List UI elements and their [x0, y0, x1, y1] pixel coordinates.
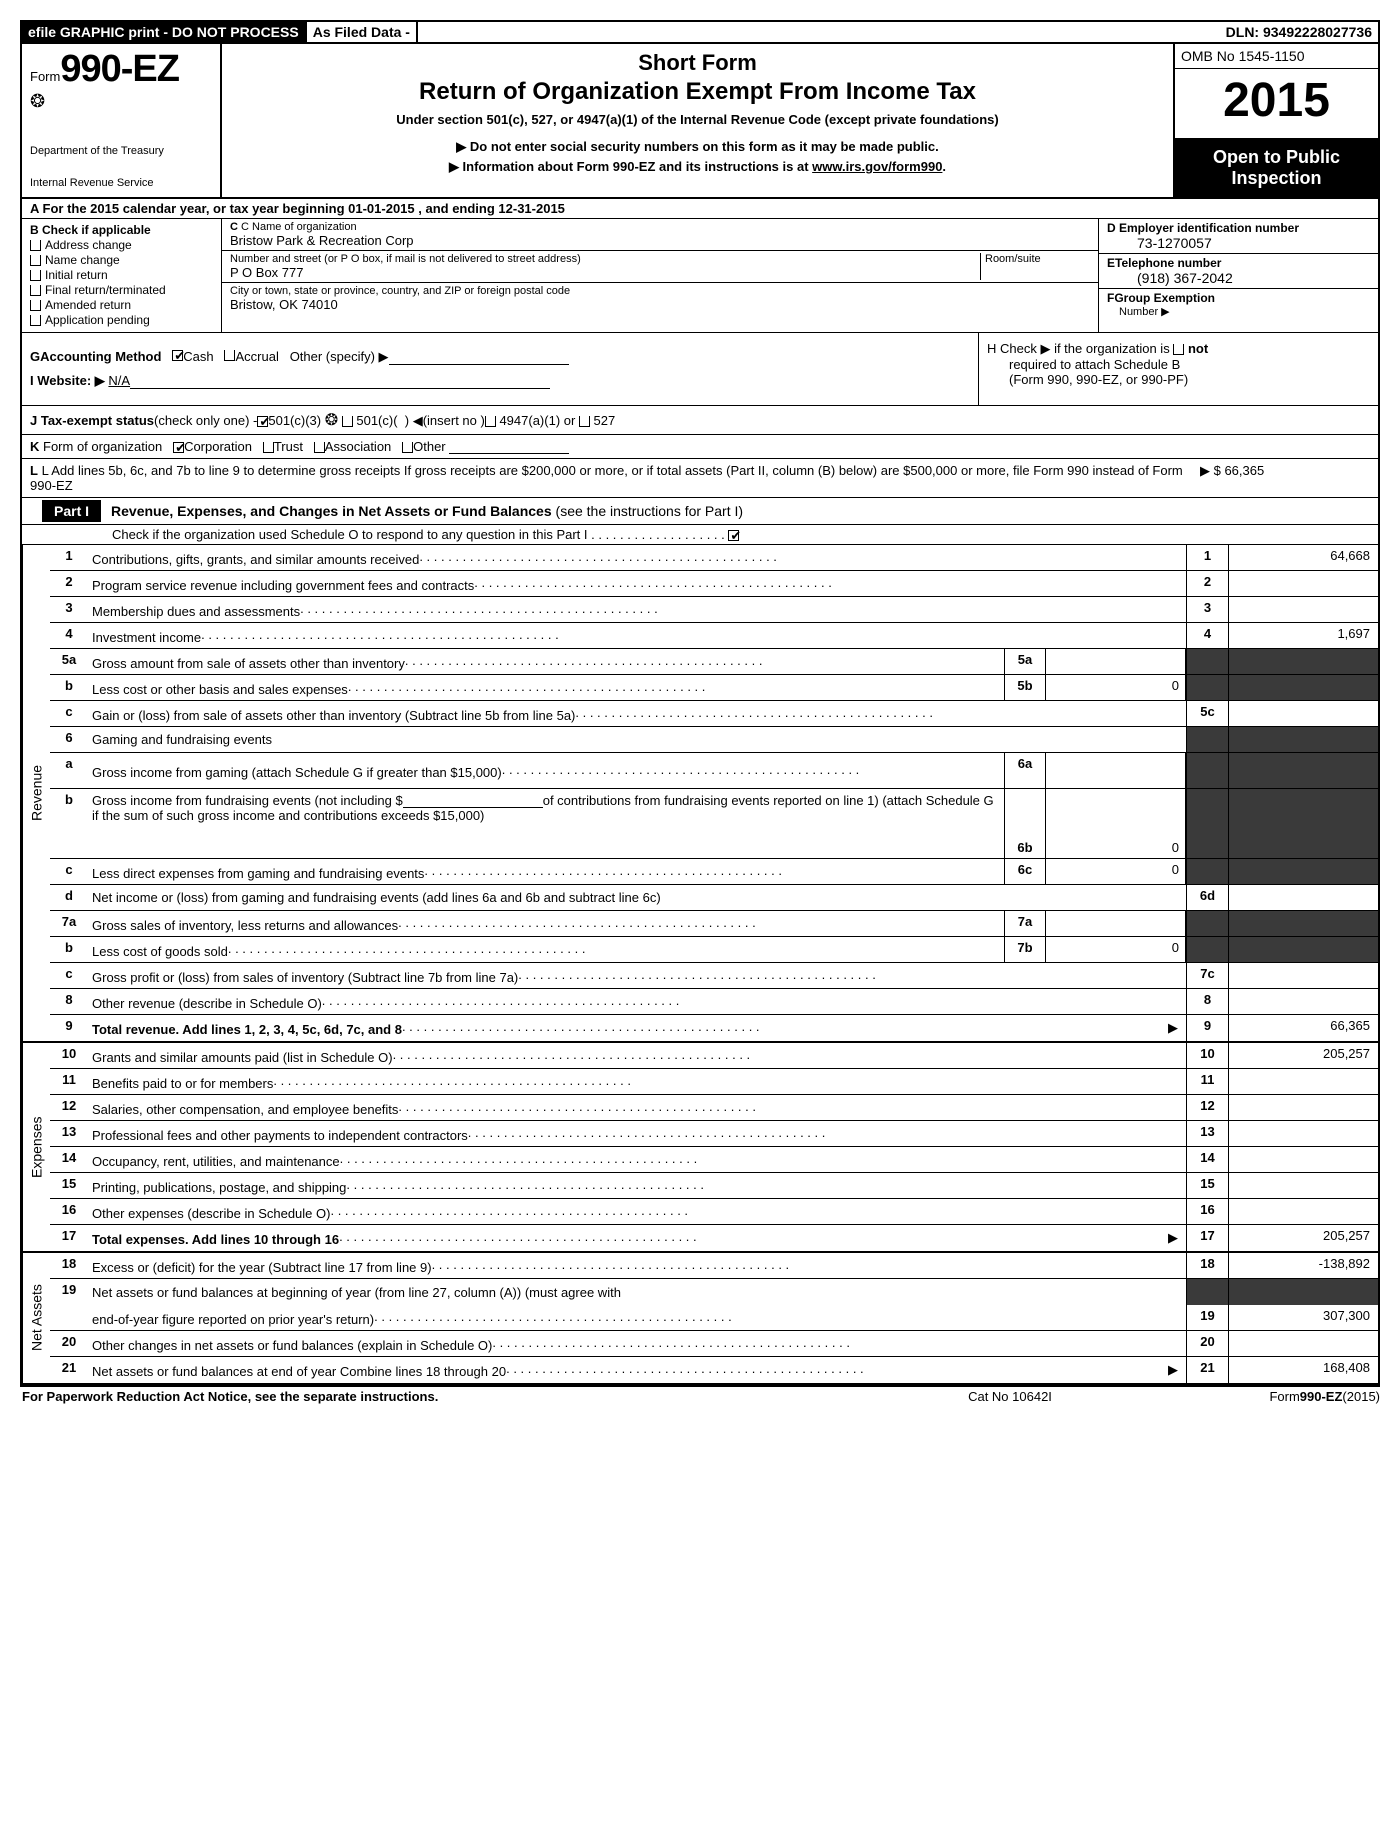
open-line1: Open to Public — [1179, 147, 1374, 168]
under-section: Under section 501(c), 527, or 4947(a)(1)… — [396, 112, 998, 127]
chk-trust[interactable] — [263, 442, 274, 453]
expenses-side-label: Expenses — [22, 1043, 50, 1251]
row-l-text: L L Add lines 5b, 6c, and 7b to line 9 t… — [30, 463, 1190, 493]
lbl-initial-return: Initial return — [45, 268, 108, 282]
efile-label: efile GRAPHIC print - DO NOT PROCESS — [22, 22, 305, 42]
part-1-header: Part I Revenue, Expenses, and Changes in… — [22, 498, 1378, 525]
group-ex-label2: Number ▶ — [1107, 305, 1370, 318]
arrow-line-1: ▶ Do not enter social security numbers o… — [456, 139, 938, 155]
netassets-side-label: Net Assets — [22, 1253, 50, 1383]
tax-year: 2015 — [1175, 69, 1378, 139]
asfiled-label: As Filed Data - — [305, 22, 418, 42]
paperwork-notice: For Paperwork Reduction Act Notice, see … — [20, 1389, 860, 1404]
phone-value: (918) 367-2042 — [1107, 270, 1370, 286]
city-value: Bristow, OK 74010 — [230, 297, 1090, 312]
dept-irs: Internal Revenue Service — [30, 177, 212, 189]
city-label: City or town, state or province, country… — [230, 285, 1090, 297]
chk-amended[interactable] — [30, 300, 41, 311]
row-j-tax-exempt: J Tax-exempt status(check only one) -✔50… — [22, 406, 1378, 435]
netassets-section: Net Assets 18Excess or (deficit) for the… — [22, 1253, 1378, 1385]
header-right: OMB No 1545-1150 2015 Open to Public Ins… — [1173, 44, 1378, 197]
chk-initial-return[interactable] — [30, 270, 41, 281]
revenue-lines: 1Contributions, gifts, grants, and simil… — [50, 545, 1378, 1041]
lbl-address-change: Address change — [45, 238, 132, 252]
short-form-label: Short Form — [638, 50, 757, 76]
street-value: P O Box 777 — [230, 265, 980, 280]
chk-sched-o[interactable]: ✔ — [728, 530, 739, 541]
netassets-lines: 18Excess or (deficit) for the year (Subt… — [50, 1253, 1378, 1383]
street-label: Number and street (or P O box, if mail i… — [230, 253, 980, 265]
gh-row: GAccounting Method ✔Cash Accrual Other (… — [22, 333, 1378, 406]
chk-final-return[interactable] — [30, 285, 41, 296]
chk-corp[interactable]: ✔ — [173, 442, 184, 453]
form-990ez: efile GRAPHIC print - DO NOT PROCESS As … — [20, 20, 1380, 1387]
row-k-form-org: K Form of organization ✔Corporation Trus… — [22, 435, 1378, 459]
lbl-pending: Application pending — [45, 313, 150, 327]
part-1-label: Part I — [42, 500, 101, 522]
top-bar: efile GRAPHIC print - DO NOT PROCESS As … — [22, 22, 1378, 44]
group-ex-label: FGroup Exemption — [1107, 291, 1370, 305]
chk-4947[interactable] — [485, 416, 496, 427]
form-word: Form — [30, 69, 60, 84]
col-c-org-info: C C Name of organization Bristow Park & … — [222, 219, 1098, 332]
gh-right-schedule-b: H Check ▶ if the organization is not req… — [978, 333, 1378, 405]
footer-row: For Paperwork Reduction Act Notice, see … — [20, 1387, 1380, 1406]
chk-address-change[interactable] — [30, 240, 41, 251]
phone-label: ETelephone number — [1107, 256, 1370, 270]
revenue-side-label: Revenue — [22, 545, 50, 1041]
chk-assoc[interactable] — [314, 442, 325, 453]
org-name-label: C C Name of organization — [230, 221, 1090, 233]
col-b-header: B Check if applicable — [30, 223, 213, 237]
arrow2-pre: ▶ Information about Form 990-EZ and its … — [449, 159, 812, 174]
form-ref: Form990-EZ(2015) — [1160, 1389, 1380, 1404]
omb-number: OMB No 1545-1150 — [1175, 44, 1378, 69]
row-l-gross-receipts: L L Add lines 5b, 6c, and 7b to line 9 t… — [22, 459, 1378, 498]
row-a-tax-year: A For the 2015 calendar year, or tax yea… — [22, 199, 1378, 219]
chk-527[interactable] — [579, 416, 590, 427]
bcdef-row: B Check if applicable Address change Nam… — [22, 219, 1378, 333]
header-center: Short Form Return of Organization Exempt… — [222, 44, 1173, 197]
accounting-method: GAccounting Method ✔Cash Accrual Other (… — [30, 349, 970, 365]
return-title: Return of Organization Exempt From Incom… — [419, 78, 976, 106]
revenue-section: Revenue 1Contributions, gifts, grants, a… — [22, 545, 1378, 1043]
topbar-spacer — [418, 22, 1220, 42]
lbl-final-return: Final return/terminated — [45, 283, 166, 297]
col-de: D Employer identification number 73-1270… — [1098, 219, 1378, 332]
dln-label: DLN: 93492228027736 — [1220, 22, 1378, 42]
sched-o-check-line: Check if the organization used Schedule … — [22, 525, 1378, 545]
lbl-amended: Amended return — [45, 298, 131, 312]
header-left: Form 990-EZ ❂ Department of the Treasury… — [22, 44, 222, 197]
org-name-value: Bristow Park & Recreation Corp — [230, 233, 1090, 248]
chk-accrual[interactable] — [224, 350, 235, 361]
chk-sched-b[interactable] — [1173, 344, 1184, 355]
room-label: Room/suite — [985, 253, 1090, 265]
chk-501c[interactable] — [342, 416, 353, 427]
chk-name-change[interactable] — [30, 255, 41, 266]
irs-link[interactable]: www.irs.gov/form990 — [812, 159, 942, 174]
lbl-name-change: Name change — [45, 253, 120, 267]
chk-cash[interactable]: ✔ — [172, 350, 183, 361]
website-value: N/A — [108, 373, 130, 388]
expenses-section: Expenses 10Grants and similar amounts pa… — [22, 1043, 1378, 1253]
gh-left: GAccounting Method ✔Cash Accrual Other (… — [22, 333, 978, 405]
chk-other[interactable] — [402, 442, 413, 453]
col-b-checkboxes: B Check if applicable Address change Nam… — [22, 219, 222, 332]
ein-value: 73-1270057 — [1107, 235, 1370, 251]
arrow2-post: . — [942, 159, 946, 174]
open-to-public: Open to Public Inspection — [1175, 139, 1378, 197]
part-1-title: Revenue, Expenses, and Changes in Net As… — [101, 503, 743, 519]
website-line: I Website: ▶ N/A — [30, 373, 970, 389]
recycle-icon: ❂ — [30, 91, 212, 112]
chk-501c3[interactable]: ✔ — [257, 416, 268, 427]
cat-no: Cat No 10642I — [860, 1389, 1160, 1404]
chk-pending[interactable] — [30, 315, 41, 326]
open-line2: Inspection — [1179, 168, 1374, 189]
header-row: Form 990-EZ ❂ Department of the Treasury… — [22, 44, 1378, 199]
ein-label: D Employer identification number — [1107, 221, 1370, 235]
form-number: 990-EZ — [60, 48, 179, 91]
expenses-lines: 10Grants and similar amounts paid (list … — [50, 1043, 1378, 1251]
dept-treasury: Department of the Treasury — [30, 145, 212, 157]
arrow-line-2: ▶ Information about Form 990-EZ and its … — [449, 159, 946, 175]
row-l-amount: ▶ $ 66,365 — [1190, 463, 1370, 493]
